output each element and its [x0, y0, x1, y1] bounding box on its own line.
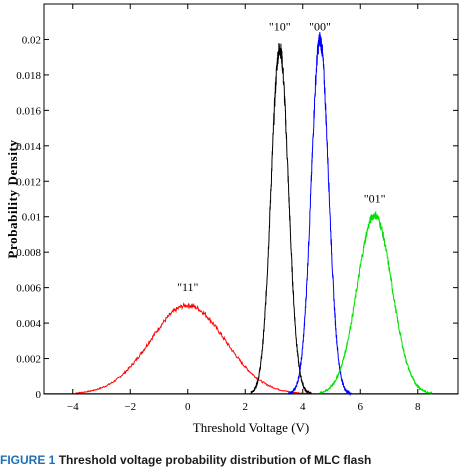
y-tick-label: 0.018: [16, 70, 41, 82]
density-chart: −4 −2 0 2 4 6 8 0 0.002 0.004 0.006 0.008 0.01 0.012 0…: [5, 3, 459, 435]
x-axis-label: Threshold Voltage (V): [193, 420, 310, 435]
y-tick-label: 0.01: [22, 212, 41, 224]
annotation-label: "01": [364, 192, 386, 206]
annotation-label: "11": [177, 280, 198, 294]
x-tick-label: −4: [67, 401, 79, 413]
plot-frame: [43, 3, 459, 395]
annotation-group: "11" "10" "00" "01": [177, 20, 386, 295]
x-tick-label: 6: [358, 401, 364, 413]
y-tick-label: 0.006: [16, 283, 41, 295]
y-tick-label: 0.014: [16, 141, 41, 153]
figure-label: FIGURE 1: [0, 453, 56, 467]
y-tick-label: 0: [36, 389, 42, 401]
y-axis-label: Probability Density: [5, 139, 20, 258]
y-tick-label: 0.002: [16, 354, 41, 366]
figure-caption: FIGURE 1 Threshold voltage probability d…: [0, 453, 474, 468]
x-tick-label: 8: [415, 401, 421, 413]
x-tick-label: 4: [300, 401, 306, 413]
annotation-label: "00": [309, 20, 331, 34]
series-group: [44, 31, 458, 396]
caption-text: Threshold voltage probability distributi…: [58, 453, 372, 467]
series-line-2: [287, 31, 352, 396]
y-tick-label: 0.012: [16, 176, 41, 188]
series-line-3: [319, 211, 433, 395]
x-tick-label: 2: [243, 401, 249, 413]
plot-axes: −4 −2 0 2 4 6 8 0 0.002 0.004 0.006 0.008 0.01 0.012 0…: [16, 3, 459, 413]
series-line-1: [250, 43, 312, 396]
y-tick-label: 0.004: [16, 318, 41, 330]
annotation-label: "10": [269, 20, 291, 34]
y-tick-label: 0.008: [16, 247, 41, 259]
x-tick-label: −2: [124, 401, 136, 413]
x-tick-label: 0: [185, 401, 191, 413]
y-tick-label: 0.02: [22, 34, 41, 46]
y-tick-label: 0.016: [16, 105, 41, 117]
series-line-0: [75, 302, 309, 395]
